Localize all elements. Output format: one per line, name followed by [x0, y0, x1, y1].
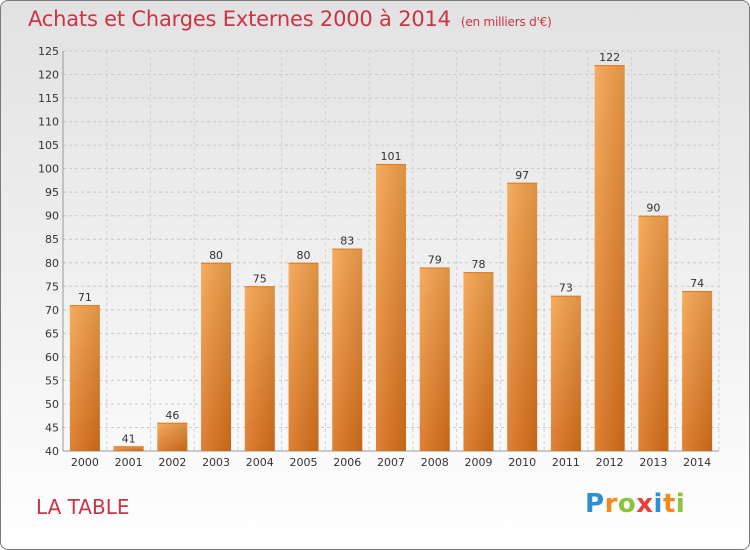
- bar-shade: [288, 262, 319, 451]
- y-tick-label: 70: [45, 304, 59, 317]
- y-tick-label: 120: [38, 69, 59, 82]
- bar-shade: [594, 65, 625, 451]
- bar-shade: [682, 291, 713, 451]
- x-tick-label: 2011: [552, 456, 580, 469]
- x-tick-label: 2005: [290, 456, 318, 469]
- x-tick-label: 2014: [683, 456, 711, 469]
- value-label-2010: 97: [515, 169, 529, 182]
- bar-shade: [507, 182, 538, 451]
- bar-shade: [244, 286, 275, 451]
- x-tick-label: 2004: [246, 456, 274, 469]
- chart-subtitle: (en milliers d'€): [460, 15, 552, 29]
- bar-shade: [638, 215, 669, 451]
- labels: 71 2000 41 2001 46 2002 80 2003 75 2004 80 2005 83 20…: [71, 51, 711, 469]
- value-label-2011: 73: [559, 282, 573, 295]
- x-tick-label: 2013: [639, 456, 667, 469]
- x-tick-label: 2007: [377, 456, 405, 469]
- bar-shade: [419, 267, 450, 451]
- y-tick-label: 95: [45, 186, 59, 199]
- value-label-2007: 101: [381, 150, 402, 163]
- chart-title: Achats et Charges Externes 2000 à 2014 (e…: [28, 7, 552, 31]
- y-tick-label: 40: [45, 445, 59, 458]
- x-tick-label: 2008: [421, 456, 449, 469]
- x-tick-label: 2003: [202, 456, 230, 469]
- bar-shade: [69, 305, 100, 451]
- y-tick-label: 45: [45, 421, 59, 434]
- value-label-2004: 75: [253, 272, 267, 285]
- value-label-2000: 71: [78, 291, 92, 304]
- y-tick-label: 100: [38, 163, 59, 176]
- x-tick-label: 2010: [508, 456, 536, 469]
- proxiti-logo: Proxiti: [585, 489, 686, 519]
- value-label-2001: 41: [122, 432, 136, 445]
- value-label-2014: 74: [690, 277, 704, 290]
- bar-shade: [157, 422, 188, 451]
- x-tick-label: 2001: [115, 456, 143, 469]
- bars: [69, 65, 713, 452]
- x-tick-label: 2002: [158, 456, 186, 469]
- y-tick-label: 125: [38, 45, 59, 58]
- y-tick-label: 55: [45, 374, 59, 387]
- value-label-2012: 122: [599, 51, 620, 64]
- y-tick-label: 60: [45, 351, 59, 364]
- bar-shade: [463, 272, 494, 451]
- chart-title-text: Achats et Charges Externes 2000 à 2014: [28, 7, 451, 31]
- bar-shade: [332, 248, 363, 451]
- y-tick-label: 115: [38, 92, 59, 105]
- y-tick-label: 90: [45, 210, 59, 223]
- value-label-2013: 90: [646, 202, 660, 215]
- bar-shade: [201, 262, 232, 451]
- x-tick-label: 2000: [71, 456, 99, 469]
- bar-shade: [113, 446, 144, 451]
- value-label-2008: 79: [428, 253, 442, 266]
- y-tick-label: 110: [38, 116, 59, 129]
- y-tick-label: 65: [45, 327, 59, 340]
- value-label-2005: 80: [297, 249, 311, 262]
- value-label-2006: 83: [340, 235, 354, 248]
- y-tick-label: 105: [38, 139, 59, 152]
- commune-name: LA TABLE: [36, 495, 130, 519]
- y-tick-label: 85: [45, 233, 59, 246]
- bar-shade: [550, 295, 581, 451]
- value-label-2002: 46: [165, 409, 179, 422]
- value-label-2009: 78: [471, 258, 485, 271]
- x-tick-label: 2009: [464, 456, 492, 469]
- y-tick-label: 80: [45, 257, 59, 270]
- x-tick-label: 2012: [596, 456, 624, 469]
- y-tick-label: 75: [45, 280, 59, 293]
- value-label-2003: 80: [209, 249, 223, 262]
- bar-shade: [376, 163, 406, 452]
- x-tick-label: 2006: [333, 456, 361, 469]
- y-tick-label: 50: [45, 398, 59, 411]
